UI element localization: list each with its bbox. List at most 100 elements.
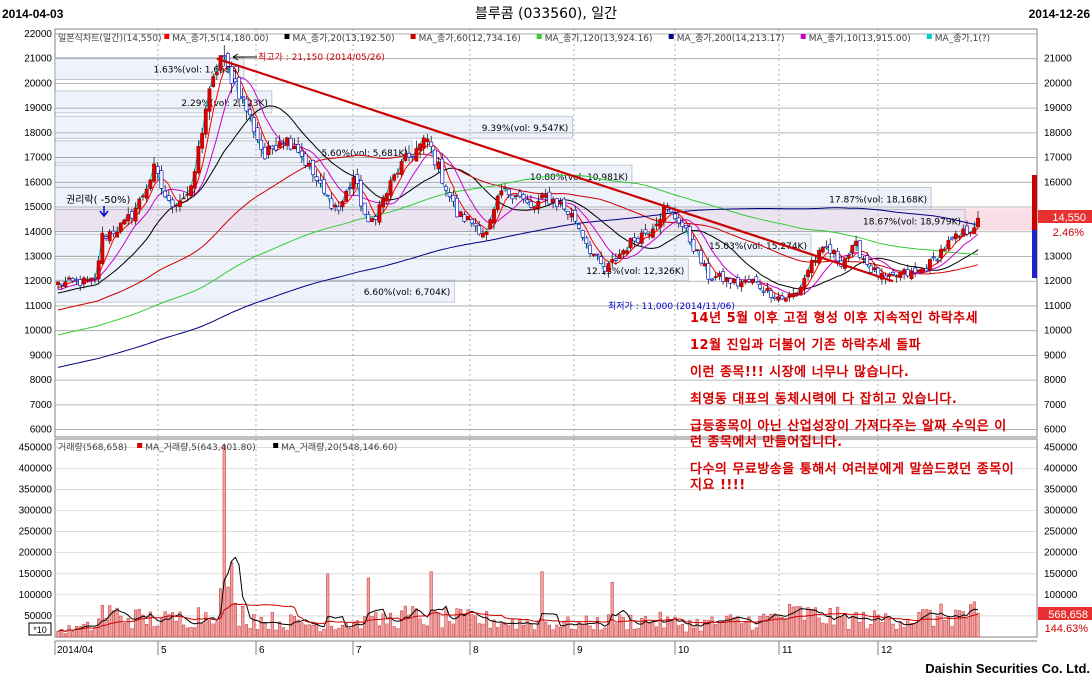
candle-body [891, 272, 895, 275]
candle-body [388, 180, 393, 196]
price-tick-left: 21000 [24, 54, 52, 65]
candle-body [129, 211, 134, 219]
volume-bar [518, 618, 522, 638]
volume-tick-left: 400000 [19, 463, 53, 474]
volume-bar [366, 577, 370, 638]
price-tick-right: 12000 [1044, 276, 1072, 287]
volume-bar [122, 623, 127, 638]
candle-body [743, 279, 748, 283]
candle-body [950, 237, 955, 240]
candle-body [370, 218, 374, 222]
candle-body [843, 258, 847, 269]
legend-item: MA_종가,60(12,734.16) [419, 33, 521, 44]
candle-body [185, 193, 190, 196]
candle-body [458, 211, 463, 217]
volume-legend: 거래량(568,658) MA_거래량,5(643,401.80) MA_거래량,2… [58, 441, 397, 453]
price-tick-right: 7000 [1044, 400, 1067, 411]
volume-bar [215, 621, 219, 638]
volume-bar [717, 622, 721, 638]
candle-body [710, 278, 714, 281]
month-label: 9 [577, 645, 583, 656]
volume-bar [880, 622, 884, 638]
volume-bar [688, 620, 692, 638]
candle-body [540, 194, 544, 199]
volume-bar [725, 615, 729, 638]
price-tick-right: 17000 [1044, 153, 1072, 164]
price-side-bar-red [1032, 175, 1037, 230]
candle-body [798, 286, 803, 296]
volume-bar [618, 614, 622, 638]
volume-tick-left: 250000 [19, 527, 53, 538]
candle-body [510, 194, 515, 200]
candle-body [384, 193, 389, 202]
candle-body [802, 277, 807, 290]
volume-bar [906, 619, 910, 638]
volume-bar [780, 617, 784, 638]
volume-bar [570, 628, 574, 638]
candle-body [74, 279, 79, 281]
volume-bar [625, 629, 629, 638]
candle-body [480, 232, 485, 238]
price-tick-left: 11000 [25, 301, 53, 312]
candle-body [259, 139, 264, 150]
candle-body [192, 171, 197, 189]
volume-bar [403, 605, 407, 638]
volume-bar [503, 622, 507, 638]
candle-body [887, 273, 892, 277]
ma-line [57, 105, 979, 294]
volume-profile-label: 9.39%(vol: 9,547K) [482, 124, 569, 134]
candle-body [351, 177, 356, 190]
volume-bar [400, 610, 404, 638]
price-tick-left: 14000 [24, 227, 52, 238]
volume-bar [946, 616, 950, 638]
volume-bar [850, 615, 854, 638]
candle-body [251, 117, 256, 133]
volume-bar [655, 626, 659, 638]
volume-bar [244, 624, 248, 638]
volume-bar [507, 625, 511, 638]
candle-body [381, 197, 386, 208]
candle-body [543, 194, 548, 198]
candle-body [820, 246, 825, 253]
volume-bar [374, 612, 378, 638]
volume-bar [703, 619, 707, 638]
price-tick-left: 19000 [24, 103, 52, 114]
candle-body [122, 219, 127, 225]
volume-bar [669, 619, 673, 638]
candle-body [702, 263, 707, 267]
candle-body [429, 141, 434, 147]
candle-body [942, 248, 947, 251]
volume-bar [765, 616, 769, 638]
candle-body [148, 179, 153, 189]
volume-bar [174, 620, 178, 638]
volume-bar [562, 621, 566, 638]
candle-body [972, 227, 977, 235]
candle-body [698, 250, 703, 264]
candle-body [455, 198, 459, 218]
candle-body [421, 137, 426, 149]
volume-bar [274, 629, 278, 638]
volume-bar [292, 616, 297, 638]
volume-bar [943, 620, 947, 638]
candle-body [67, 277, 71, 280]
candle-body [292, 145, 297, 150]
volume-bar [466, 609, 470, 638]
volume-bar [481, 623, 485, 638]
candle-body [484, 231, 489, 235]
candle-body [399, 161, 404, 175]
volume-bar [773, 613, 777, 638]
price-tick-left: 17000 [24, 153, 52, 164]
volume-bar [348, 628, 352, 638]
volume-bar [156, 625, 160, 638]
candle-body [178, 200, 182, 207]
legend-item: MA_종가,20(13,192.50) [293, 33, 395, 44]
volume-bar [411, 606, 415, 638]
volume-bar [680, 623, 684, 638]
volume-bar [152, 626, 156, 638]
candle-body [281, 143, 286, 145]
volume-bar [193, 627, 197, 638]
candle-body [155, 166, 160, 174]
volume-bar [972, 601, 976, 638]
candle-body [403, 153, 408, 161]
price-tick-left: 18000 [24, 128, 52, 139]
